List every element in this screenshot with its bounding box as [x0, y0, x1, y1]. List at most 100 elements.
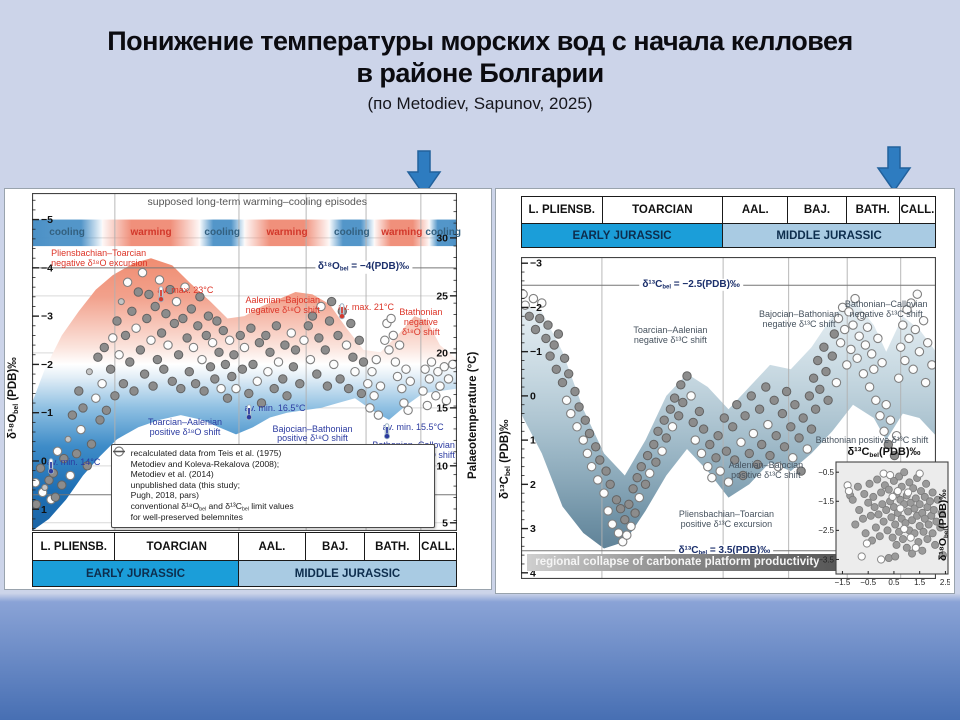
scatter-point: [239, 342, 250, 353]
scatter-point: [806, 424, 817, 434]
scatter-point: [926, 497, 935, 506]
scatter-point: [661, 433, 672, 443]
scatter-point: [280, 340, 290, 350]
scatter-point: [891, 430, 902, 441]
scatter-point: [674, 411, 684, 421]
scatter-point: [915, 469, 924, 478]
scatter-point: [50, 492, 61, 502]
scatter-point: [118, 379, 129, 389]
scatter-point: [842, 360, 852, 370]
scatter-point: [653, 426, 663, 437]
scatter-point: [286, 328, 297, 338]
scatter-point: [920, 492, 929, 501]
stage-name-row: L. PLIENSB. TOARCIAN AAL. BAJ. BATH. CALL.: [521, 196, 936, 224]
scatter-point: [895, 472, 904, 481]
down-arrow-icon: [876, 146, 912, 197]
scatter-point: [303, 321, 313, 331]
scatter-point: [862, 322, 873, 333]
scatter-point: [790, 400, 800, 410]
carbon-y-axis-label: δ¹³Cbel (PDB)‰: [499, 419, 513, 499]
y-tick-label: −2: [41, 359, 53, 371]
scatter-point: [682, 371, 692, 381]
chart-annotation: av. min. 14°C: [47, 457, 100, 475]
y-tick-label: 2: [530, 479, 536, 491]
scatter-point: [865, 479, 874, 488]
scatter-point: [235, 330, 246, 341]
scatter-point: [810, 404, 821, 414]
scatter-point: [889, 476, 898, 485]
inset-scatter-points: [843, 468, 947, 564]
scatter-point: [593, 475, 603, 485]
scatter-point: [282, 391, 292, 401]
oxygen-chart-svg: −5 −4 −3 −2 −1 0 1 30 25 20 15 10 5: [32, 193, 457, 531]
scatter-point: [875, 411, 885, 421]
scatter-point: [815, 384, 825, 395]
scatter-point: [927, 360, 936, 370]
scatter-point: [871, 523, 880, 532]
scatter-point: [405, 376, 416, 387]
scatter-point: [763, 419, 773, 430]
thermometer-icon: [158, 286, 165, 303]
epoch-cell: EARLY JURASSIC: [522, 224, 724, 247]
scatter-point: [222, 393, 233, 403]
temp-tick-label: 5: [442, 517, 448, 529]
scatter-point: [76, 424, 86, 435]
scatter-point: [386, 313, 396, 324]
thermometer-bulb: [158, 296, 165, 303]
y-tick-label: −2: [530, 302, 542, 314]
scatter-point: [891, 520, 900, 529]
legend-text: recalculated data from Teis et al. (1975…: [130, 448, 282, 459]
scatter-point: [902, 543, 911, 552]
scatter-point: [870, 503, 879, 512]
scatter-points: [521, 289, 936, 547]
scatter-point: [871, 395, 881, 406]
scatter-point: [203, 311, 214, 321]
inset-y-tick-label: −3.5: [818, 555, 834, 564]
scatter-point: [642, 450, 653, 461]
scatter-point: [443, 374, 454, 384]
scatter-point: [611, 495, 622, 505]
scatter-point: [636, 462, 647, 472]
scatter-point: [248, 359, 258, 370]
scatter-point: [150, 301, 160, 312]
scatter-point: [929, 506, 938, 515]
stage-cell: CALL.: [899, 197, 935, 223]
scatter-point: [649, 439, 659, 450]
scatter-point: [694, 406, 705, 417]
scatter-point: [788, 453, 798, 463]
scatter-point: [524, 311, 534, 321]
scatter-point: [537, 298, 547, 308]
scatter-point: [207, 337, 218, 348]
scatter-point: [580, 415, 591, 425]
scatter-point: [904, 488, 913, 497]
episode-band-warming: [244, 219, 330, 247]
carbon-plot-area: −3 −2 −1 0 1 2 3 4 Bathonian–Callovian negative δ…: [521, 257, 936, 579]
scatter-point: [915, 522, 924, 531]
scatter-point: [167, 376, 178, 387]
scatter-point: [887, 513, 896, 522]
scatter-point: [703, 461, 713, 472]
scatter-point: [574, 402, 584, 412]
scatter-point: [431, 391, 441, 401]
scatter-point: [572, 422, 582, 432]
epoch-row: EARLY JURASSIC MIDDLE JURASSIC: [521, 223, 936, 248]
scatter-point: [188, 342, 199, 353]
scatter-point: [190, 379, 201, 389]
stage-cell: BAJ.: [305, 533, 366, 560]
scatter-point: [908, 549, 917, 558]
scatter-point: [914, 346, 925, 357]
scatter-point: [195, 292, 205, 302]
scatter-point: [384, 345, 394, 355]
scatter-point: [392, 371, 403, 382]
y-tick-label: −1: [41, 407, 53, 419]
inset-y-tick-label: −1.5: [818, 497, 834, 506]
scatter-point: [877, 555, 886, 564]
scatter-point: [91, 393, 101, 403]
scatter-point: [52, 446, 63, 457]
reference-line-label: δ¹³Cbel = 3.5(PDB)‰: [675, 544, 774, 557]
scatter-point: [728, 422, 738, 432]
scatter-point: [193, 321, 203, 331]
epoch-row: EARLY JURASSIC MIDDLE JURASSIC: [32, 560, 457, 587]
band-label-warming: warming: [381, 226, 423, 238]
scatter-point: [394, 340, 405, 350]
